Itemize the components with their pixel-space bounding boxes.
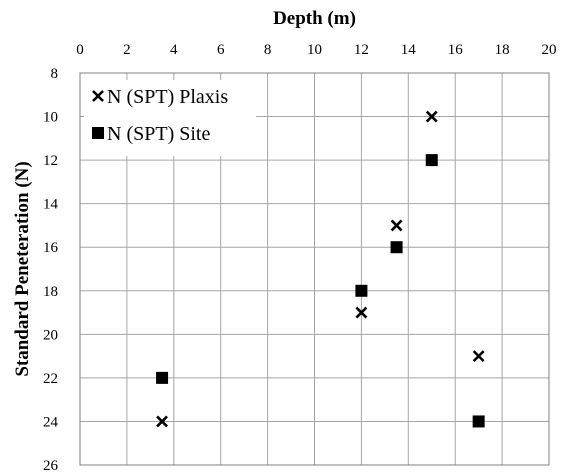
x-tick-label-1: 2 bbox=[123, 42, 131, 58]
y-tick-label-9: 26 bbox=[43, 458, 59, 474]
data-point-s0-4 bbox=[472, 350, 485, 363]
y-tick-label-0: 8 bbox=[51, 66, 59, 82]
data-point-s0-3 bbox=[425, 110, 438, 123]
y-tick-label-1: 10 bbox=[43, 110, 58, 126]
x-axis-ticks: 0 2 4 6 8 10 12 14 16 18 20 bbox=[76, 42, 556, 58]
y-axis-ticks: 8 10 12 14 16 18 20 22 24 26 bbox=[43, 66, 59, 474]
data-point-s1-4 bbox=[472, 415, 485, 428]
data-point-s0-1 bbox=[355, 306, 368, 319]
y-tick-label-4: 16 bbox=[43, 240, 59, 256]
x-tick-label-3: 6 bbox=[217, 42, 225, 58]
plot-border bbox=[79, 72, 550, 466]
x-tick-label-4: 8 bbox=[264, 42, 272, 58]
data-point-s0-0 bbox=[156, 415, 168, 428]
y-tick-label-3: 14 bbox=[43, 197, 59, 213]
x-tick-label-5: 10 bbox=[307, 42, 322, 58]
data-point-s0-2 bbox=[390, 219, 403, 232]
x-tick-label-9: 18 bbox=[495, 42, 510, 58]
y-tick-label-8: 24 bbox=[43, 414, 59, 430]
x-tick-label-0: 0 bbox=[76, 42, 84, 58]
x-tick-label-6: 12 bbox=[354, 42, 369, 58]
y-tick-label-2: 12 bbox=[43, 153, 58, 169]
legend: N (SPT) Plaxis N (SPT) Site bbox=[84, 80, 256, 156]
y-tick-label-6: 20 bbox=[43, 327, 58, 343]
x-tick-label-10: 20 bbox=[542, 42, 557, 58]
legend-marker-shape-0 bbox=[92, 90, 104, 102]
legend-marker-shape-1 bbox=[92, 127, 104, 139]
data-point-s1-1 bbox=[355, 284, 368, 297]
y-axis-title: Standard Peneteration (N) bbox=[12, 161, 33, 376]
x-axis-title: Depth (m) bbox=[273, 8, 356, 29]
legend-label-site: N (SPT) Site bbox=[107, 123, 210, 145]
data-point-s1-2 bbox=[390, 241, 403, 254]
data-point-s1-3 bbox=[425, 154, 438, 167]
x-tick-label-7: 14 bbox=[401, 42, 417, 58]
legend-marker-site bbox=[92, 127, 104, 139]
data-points bbox=[156, 110, 485, 428]
y-tick-label-5: 18 bbox=[43, 284, 58, 300]
y-tick-label-7: 22 bbox=[43, 371, 58, 387]
data-point-s1-0 bbox=[156, 371, 169, 384]
legend-label-plaxis: N (SPT) Plaxis bbox=[107, 86, 228, 108]
legend-background bbox=[84, 80, 256, 156]
legend-marker-plaxis bbox=[92, 90, 104, 102]
x-tick-label-2: 4 bbox=[170, 42, 178, 58]
x-tick-label-8: 16 bbox=[448, 42, 464, 58]
